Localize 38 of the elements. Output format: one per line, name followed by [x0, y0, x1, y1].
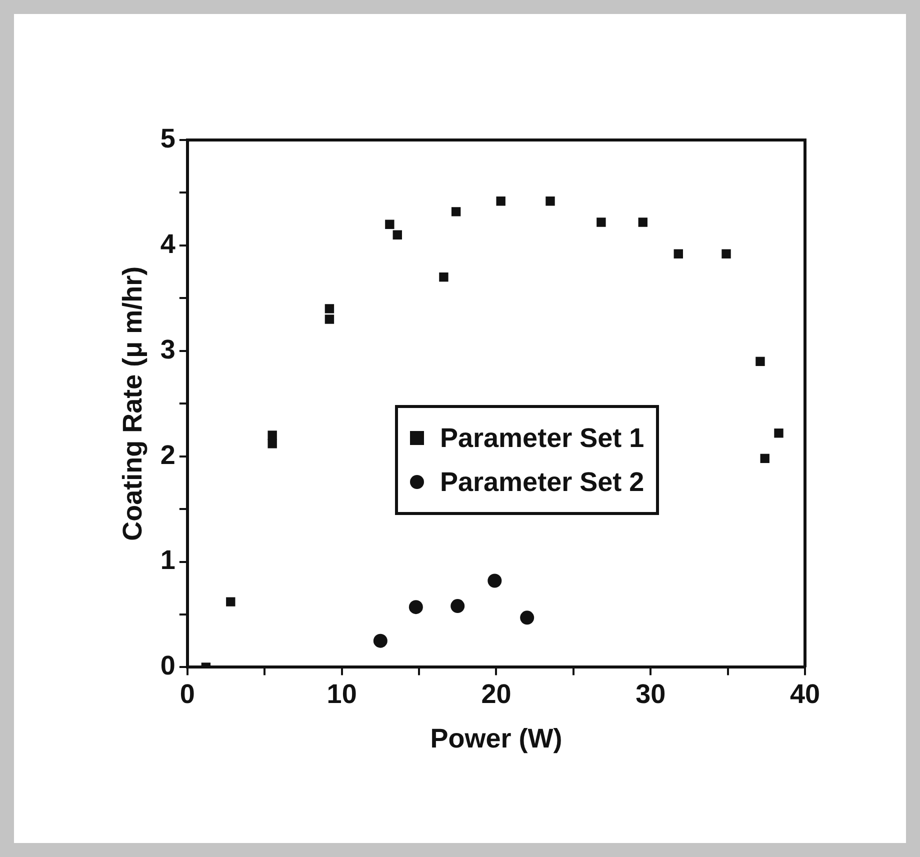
point [373, 634, 388, 648]
y-tick-label: 5 [160, 123, 176, 154]
point [408, 600, 423, 614]
point [385, 220, 394, 229]
x-tick-label: 40 [790, 678, 820, 709]
point [392, 230, 402, 240]
point [722, 249, 731, 258]
y-tick-label: 4 [160, 228, 176, 259]
x-tick-label: 0 [180, 678, 195, 709]
point [439, 272, 448, 282]
legend-label: Parameter Set 2 [440, 466, 644, 499]
y-tick-label: 0 [160, 650, 176, 681]
point [638, 218, 648, 227]
y-tick-label: 2 [160, 440, 176, 470]
point [226, 597, 236, 606]
point [268, 430, 277, 440]
point [756, 356, 765, 366]
x-axis-title: Power (W) [430, 723, 562, 754]
point [760, 454, 770, 464]
point [774, 428, 784, 438]
x-tick-label: 20 [481, 678, 512, 709]
legend-label: Parameter Set 1 [440, 422, 644, 455]
point [488, 574, 502, 588]
point [496, 196, 506, 206]
point [324, 304, 334, 314]
x-tick-label: 10 [326, 678, 357, 709]
point [520, 610, 534, 625]
x-tick-label: 30 [636, 678, 666, 709]
point [324, 314, 334, 324]
point [596, 218, 606, 227]
point [674, 249, 683, 258]
point [546, 196, 555, 206]
point [450, 599, 465, 614]
point [451, 207, 461, 216]
point [268, 439, 277, 448]
y-tick-label: 1 [160, 545, 176, 576]
y-axis-title: Coating Rate (μ m/hr) [118, 266, 148, 541]
y-tick-label: 3 [160, 334, 176, 364]
